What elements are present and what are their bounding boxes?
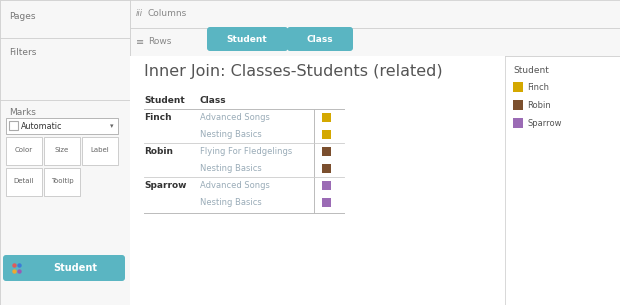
- Bar: [322, 130, 331, 139]
- Text: Filters: Filters: [9, 48, 37, 57]
- Text: Pages: Pages: [9, 12, 35, 21]
- Text: Flying For Fledgelings: Flying For Fledgelings: [200, 147, 292, 156]
- Text: Tooltip: Tooltip: [51, 178, 73, 184]
- Bar: [513, 118, 523, 128]
- FancyBboxPatch shape: [287, 27, 353, 51]
- Bar: [9, 121, 18, 130]
- Text: Robin: Robin: [527, 101, 551, 109]
- Text: Student: Student: [53, 263, 97, 273]
- Bar: [322, 198, 331, 207]
- Bar: [0, 100, 130, 305]
- Text: Sparrow: Sparrow: [144, 181, 187, 190]
- Text: Nesting Basics: Nesting Basics: [200, 198, 262, 207]
- Bar: [6, 118, 118, 134]
- Bar: [130, 56, 505, 305]
- FancyBboxPatch shape: [207, 27, 288, 51]
- Text: Advanced Songs: Advanced Songs: [200, 181, 270, 190]
- Bar: [322, 164, 331, 173]
- FancyBboxPatch shape: [3, 255, 125, 281]
- Text: Inner Join: Classes-Students (related): Inner Join: Classes-Students (related): [144, 64, 443, 79]
- Text: Sparrow: Sparrow: [527, 119, 562, 127]
- Bar: [322, 147, 331, 156]
- Bar: [0, 38, 130, 100]
- Bar: [44, 137, 80, 165]
- Text: Color: Color: [15, 147, 33, 153]
- Bar: [0, 0, 130, 38]
- Bar: [322, 113, 331, 122]
- Bar: [322, 181, 331, 190]
- Text: Class: Class: [307, 34, 334, 44]
- Bar: [6, 137, 42, 165]
- Text: Class: Class: [200, 96, 227, 105]
- Text: ≡: ≡: [136, 37, 144, 47]
- Bar: [6, 168, 42, 196]
- Text: Finch: Finch: [527, 82, 549, 92]
- Text: Nesting Basics: Nesting Basics: [200, 130, 262, 139]
- Text: Columns: Columns: [148, 9, 187, 18]
- Bar: [130, 0, 620, 28]
- Text: Automatic: Automatic: [21, 122, 63, 131]
- Text: iii: iii: [136, 9, 143, 18]
- Text: Advanced Songs: Advanced Songs: [200, 113, 270, 122]
- Text: Marks: Marks: [9, 108, 36, 117]
- Text: ▾: ▾: [110, 124, 113, 130]
- Bar: [513, 82, 523, 92]
- Text: Detail: Detail: [14, 178, 34, 184]
- Text: Robin: Robin: [144, 147, 173, 156]
- Text: Nesting Basics: Nesting Basics: [200, 164, 262, 173]
- Text: Finch: Finch: [144, 113, 172, 122]
- Text: Rows: Rows: [148, 37, 171, 46]
- Bar: [82, 137, 118, 165]
- Bar: [130, 28, 620, 56]
- Text: Student: Student: [144, 96, 185, 105]
- Text: Student: Student: [227, 34, 267, 44]
- Bar: [0, 0, 130, 305]
- Bar: [44, 168, 80, 196]
- Text: Label: Label: [91, 147, 109, 153]
- Text: Student: Student: [513, 66, 549, 75]
- Bar: [513, 100, 523, 110]
- Bar: [505, 56, 620, 305]
- Text: Size: Size: [55, 147, 69, 153]
